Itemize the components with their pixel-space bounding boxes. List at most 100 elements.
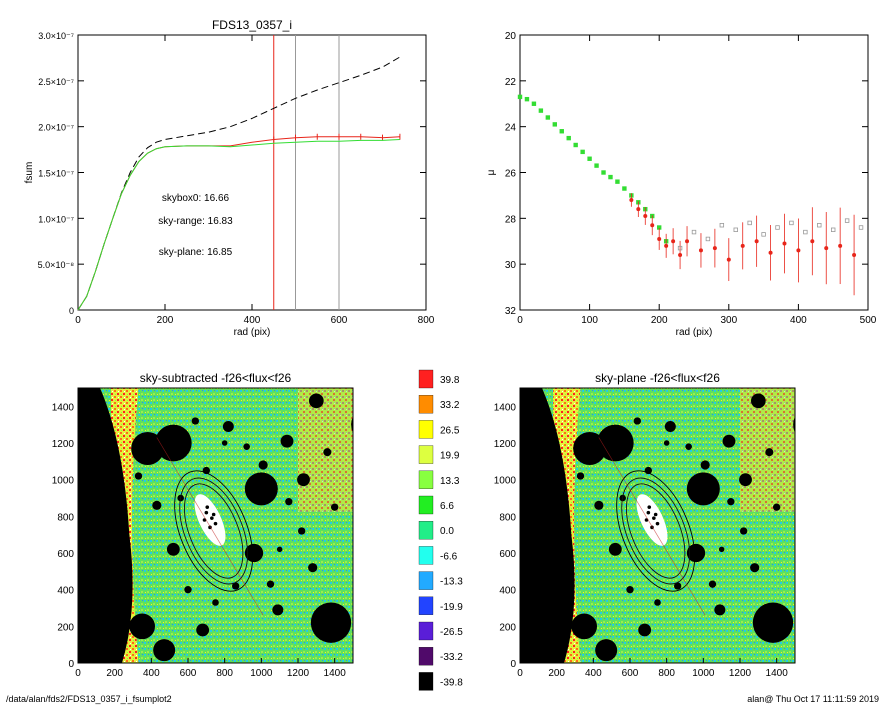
y-tick-label: 5.0×10⁻⁸ — [38, 260, 75, 270]
y-tick-label: 1200 — [52, 439, 75, 450]
y-tick-label: 30 — [505, 260, 517, 271]
y-tick-label: 800 — [499, 512, 516, 523]
y-tick-label: 600 — [57, 549, 74, 560]
data-point — [712, 246, 717, 251]
masked-star — [608, 542, 622, 556]
data-point — [552, 122, 557, 127]
masked-star — [664, 421, 676, 432]
masked-star — [222, 421, 234, 432]
colorbar-legend: 39.8 33.2 26.5 19.9 13.3 6.6 0.0 -6.6 -13.3 -19.9… — [418, 369, 463, 691]
core-dot — [653, 512, 658, 517]
y-tick-label: 1000 — [494, 476, 517, 487]
masked-star — [266, 580, 275, 588]
data-point — [671, 239, 676, 244]
x-tick-label: 1400 — [324, 668, 347, 679]
masked-star — [594, 500, 604, 510]
data-point — [740, 243, 745, 248]
data-point — [831, 227, 836, 232]
masked-star — [597, 424, 634, 462]
data-point — [817, 223, 822, 228]
y-tick-label: 26 — [505, 169, 517, 180]
x-tick-label: 1000 — [692, 668, 715, 679]
colorbar-label: 13.3 — [440, 476, 460, 487]
aperture-ellipse — [616, 470, 696, 592]
masked-star — [134, 472, 143, 480]
x-tick-label: 300 — [720, 315, 737, 326]
annotation-black: skybox0: 16.66 — [162, 193, 230, 204]
masked-star — [272, 604, 284, 616]
masked-star — [232, 582, 240, 590]
masked-star — [571, 613, 598, 640]
core-dot — [204, 510, 209, 515]
data-point — [726, 257, 731, 262]
colorbar-label: 19.9 — [440, 451, 460, 462]
masked-star — [663, 440, 670, 446]
x-tick-label: 400 — [585, 668, 602, 679]
sky-plane-image: 0 200 400 600 800 1000 1200 1400 0 200 400 600 800 10… — [494, 371, 796, 679]
y-tick-label: 600 — [499, 549, 516, 560]
y-tick-label: 0 — [68, 659, 74, 670]
data-point — [719, 223, 725, 228]
y-tick-label: 1.5×10⁻⁷ — [38, 169, 74, 179]
masked-star — [309, 393, 324, 409]
core-dot — [646, 510, 651, 515]
colorbar-label: -19.9 — [440, 602, 463, 613]
masked-star — [750, 563, 760, 573]
data-point — [615, 179, 620, 184]
masked-star — [752, 602, 794, 643]
x-tick-label: 100 — [581, 315, 598, 326]
x-tick-label: 200 — [157, 315, 174, 326]
colorbar-label: 26.5 — [440, 425, 460, 436]
masked-star — [244, 543, 264, 563]
y-tick-label: 22 — [505, 77, 517, 88]
data-point — [685, 239, 690, 244]
y-tick-label: 1400 — [494, 402, 517, 413]
colorbar-label: 6.6 — [440, 501, 454, 512]
surface-brightness-chart: 0 100 200 300 400 500 20 22 24 26 28 30 32 rad (pix) μ — [486, 31, 877, 338]
masked-star — [280, 434, 294, 448]
plot-frame — [519, 387, 796, 664]
aperture-ellipse — [174, 470, 254, 592]
data-point — [705, 236, 711, 242]
masked-star — [674, 582, 682, 590]
masked-star — [243, 443, 250, 450]
y-tick-label: 20 — [505, 31, 517, 42]
colorbar-label: -13.3 — [440, 577, 463, 588]
masked-star — [285, 498, 293, 506]
masked-star — [740, 527, 748, 535]
colorbar-label: 39.8 — [440, 375, 460, 386]
data-point — [775, 225, 780, 230]
masked-star — [196, 623, 210, 637]
data-point — [587, 156, 592, 161]
mask-region — [78, 388, 133, 663]
data-point — [538, 108, 544, 113]
data-point — [677, 245, 683, 251]
aperture-ellipse — [179, 477, 249, 585]
x-tick-label: 200 — [106, 668, 123, 679]
masked-star — [221, 440, 228, 446]
mask-region — [520, 388, 575, 663]
masked-star — [595, 639, 618, 662]
x-tick-label: 0 — [75, 315, 81, 326]
masked-star — [331, 503, 339, 511]
masked-star — [310, 602, 352, 643]
masked-star — [297, 473, 310, 487]
data-point — [691, 229, 697, 235]
data-point — [810, 239, 815, 244]
data-point — [517, 94, 523, 100]
colorbar-swatch — [418, 395, 434, 414]
x-tick-label: 400 — [244, 315, 261, 326]
y-tick-label: 0 — [510, 659, 516, 670]
masked-star — [573, 432, 607, 465]
data-point — [594, 163, 599, 168]
y-tick-label: 1000 — [52, 476, 75, 487]
x-tick-label: 800 — [418, 315, 435, 326]
data-point — [566, 135, 571, 141]
data-point — [678, 253, 683, 257]
y-tick-label: 800 — [57, 512, 74, 523]
y-tick-label: 1.0×10⁻⁷ — [38, 214, 74, 224]
data-point — [580, 149, 585, 155]
masked-star — [276, 546, 283, 553]
masked-star — [686, 543, 706, 563]
masked-star — [244, 472, 278, 506]
